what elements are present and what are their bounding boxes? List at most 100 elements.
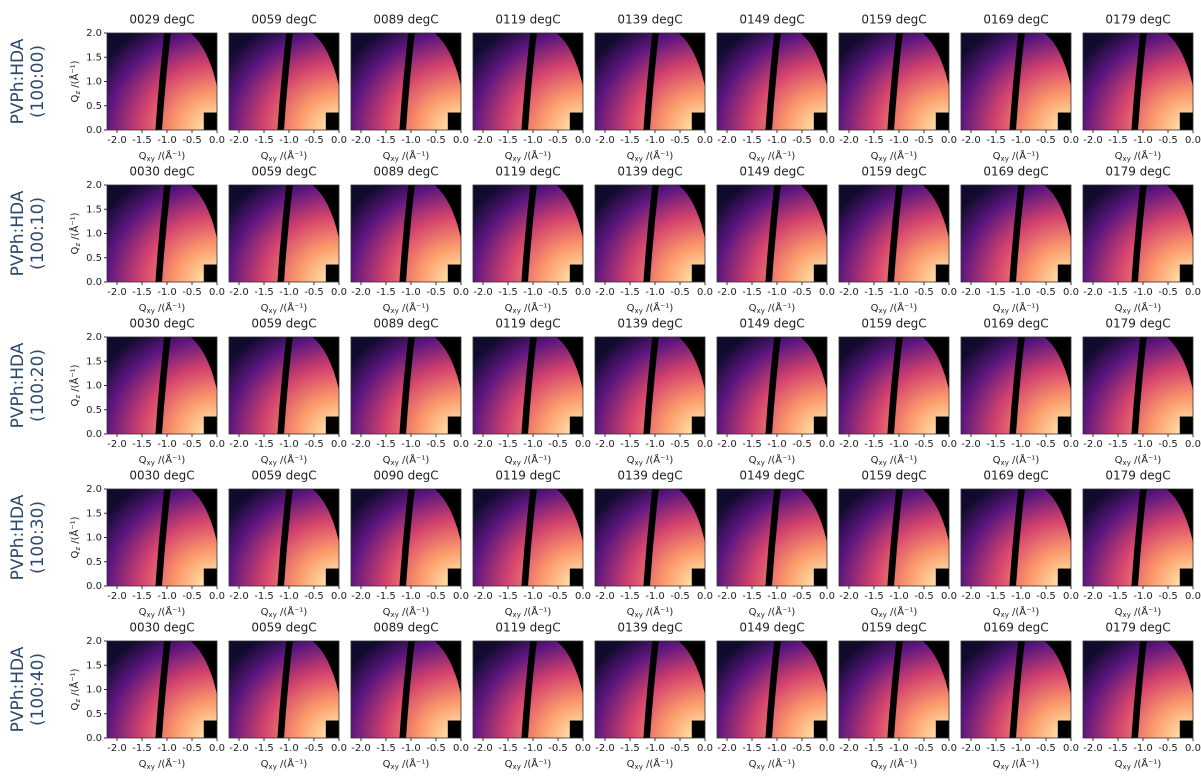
beamstop [1179, 720, 1193, 738]
beamstop [569, 112, 583, 130]
axes-frame [1082, 488, 1194, 587]
label-unit: /(Å⁻¹) [155, 605, 186, 618]
x-label: Qxy /(Å⁻¹) [871, 301, 918, 315]
label-unit: /(Å⁻¹) [643, 605, 674, 618]
label-symbol: Q [505, 455, 513, 466]
detector-edge [1044, 185, 1071, 239]
x-tick-label: -0.5 [426, 287, 446, 298]
panel-title: 0059 degC [251, 317, 316, 331]
x-tick-label: -1.5 [254, 743, 274, 754]
x-tick-label: -0.5 [1158, 135, 1178, 146]
x-tick-label: -1.5 [742, 591, 762, 602]
x-label: Qxy /(Å⁻¹) [993, 605, 1040, 619]
x-tick-label: 0.0 [453, 591, 469, 602]
detector-gap [277, 641, 293, 738]
x-tick-label: 0.0 [941, 135, 957, 146]
panel-title: 0059 degC [251, 621, 316, 635]
detector-edge [800, 337, 827, 391]
x-label: Qxy /(Å⁻¹) [627, 605, 674, 619]
detector-gap [521, 641, 537, 738]
panel-title: 0090 degC [373, 469, 438, 483]
x-tick-label: -0.5 [548, 743, 568, 754]
axes-frame [472, 32, 584, 131]
x-tick-label: -2.0 [229, 439, 249, 450]
x-tick-label: -1.0 [157, 135, 177, 146]
label-unit: /(Å⁻¹) [1009, 453, 1040, 466]
label-unit: /(Å⁻¹) [887, 605, 918, 618]
axes-frame [228, 184, 340, 283]
detector-edge [312, 185, 339, 239]
x-tick-label: -0.5 [914, 743, 934, 754]
x-label: Qxy /(Å⁻¹) [261, 453, 308, 467]
x-tick-label: 0.0 [453, 135, 469, 146]
x-tick-label: 0.0 [941, 743, 957, 754]
label-symbol: Q [749, 455, 757, 466]
detector-gap [887, 337, 903, 434]
x-tick-label: -1.5 [986, 439, 1006, 450]
label-unit: /(Å⁻¹) [1131, 757, 1162, 770]
x-tick-label: 0.0 [575, 591, 591, 602]
label-unit: /(Å⁻¹) [765, 149, 796, 162]
y-tick-label: 2.0 [86, 28, 102, 39]
label-unit: /(Å⁻¹) [521, 757, 552, 770]
label-symbol: Q [261, 607, 269, 618]
label-symbol: Q [70, 247, 81, 255]
panel-title: 0030 degC [129, 165, 194, 179]
x-tick-label: -2.0 [961, 287, 981, 298]
label-unit: /(Å⁻¹) [1009, 757, 1040, 770]
label-unit: /(Å⁻¹) [399, 149, 430, 162]
x-tick-label: 0.0 [697, 439, 713, 450]
x-tick-label: -1.0 [1011, 439, 1031, 450]
x-tick-label: -1.0 [1011, 135, 1031, 146]
x-tick-label: -1.0 [157, 439, 177, 450]
label-sub: xy [391, 763, 399, 771]
label-sub: xy [635, 611, 643, 619]
label-symbol: Q [383, 759, 391, 770]
x-tick-label: -1.0 [645, 591, 665, 602]
axes-frame [960, 32, 1072, 131]
x-label: Qxy /(Å⁻¹) [871, 605, 918, 619]
x-tick-label: -1.5 [620, 287, 640, 298]
detector-edge [1044, 33, 1071, 87]
label-sub: xy [391, 307, 399, 315]
detector-edge [1166, 337, 1193, 391]
x-label: Qxy /(Å⁻¹) [139, 605, 186, 619]
detector-edge [1166, 185, 1193, 239]
x-tick-label: 0.0 [1063, 135, 1079, 146]
x-tick-label: -1.5 [986, 591, 1006, 602]
x-tick-label: 0.0 [209, 439, 225, 450]
y-tick-label: 1.0 [86, 229, 102, 240]
x-tick-label: -2.0 [839, 743, 859, 754]
detector-edge [1166, 33, 1193, 87]
label-sub: xy [269, 611, 277, 619]
x-tick-label: -1.5 [742, 135, 762, 146]
axes-frame [594, 488, 706, 587]
beamstop [935, 720, 949, 738]
label-sub: xy [757, 459, 765, 467]
beamstop [935, 568, 949, 586]
axes-frame [350, 184, 462, 283]
x-tick-label: -1.5 [498, 135, 518, 146]
x-label: Qxy /(Å⁻¹) [383, 453, 430, 467]
detector-edge [678, 489, 705, 543]
x-tick-label: 0.0 [819, 135, 835, 146]
axes-frame [228, 32, 340, 131]
beamstop [691, 568, 705, 586]
label-sub: xy [1123, 611, 1131, 619]
x-tick-label: -2.0 [351, 135, 371, 146]
panel-title: 0179 degC [1105, 165, 1170, 179]
beamstop [935, 416, 949, 434]
x-tick-label: -1.5 [376, 439, 396, 450]
label-unit: /(Å⁻¹) [1131, 453, 1162, 466]
label-sub: xy [147, 459, 155, 467]
panel-title: 0030 degC [129, 317, 194, 331]
label-sub: xy [635, 459, 643, 467]
panel-title: 0179 degC [1105, 317, 1170, 331]
beamstop [447, 112, 461, 130]
beamstop [447, 264, 461, 282]
label-unit: /(Å⁻¹) [1131, 605, 1162, 618]
detector-edge [678, 641, 705, 695]
axes-frame [472, 640, 584, 739]
label-sub: xy [269, 155, 277, 163]
panel-title: 0089 degC [373, 13, 438, 27]
